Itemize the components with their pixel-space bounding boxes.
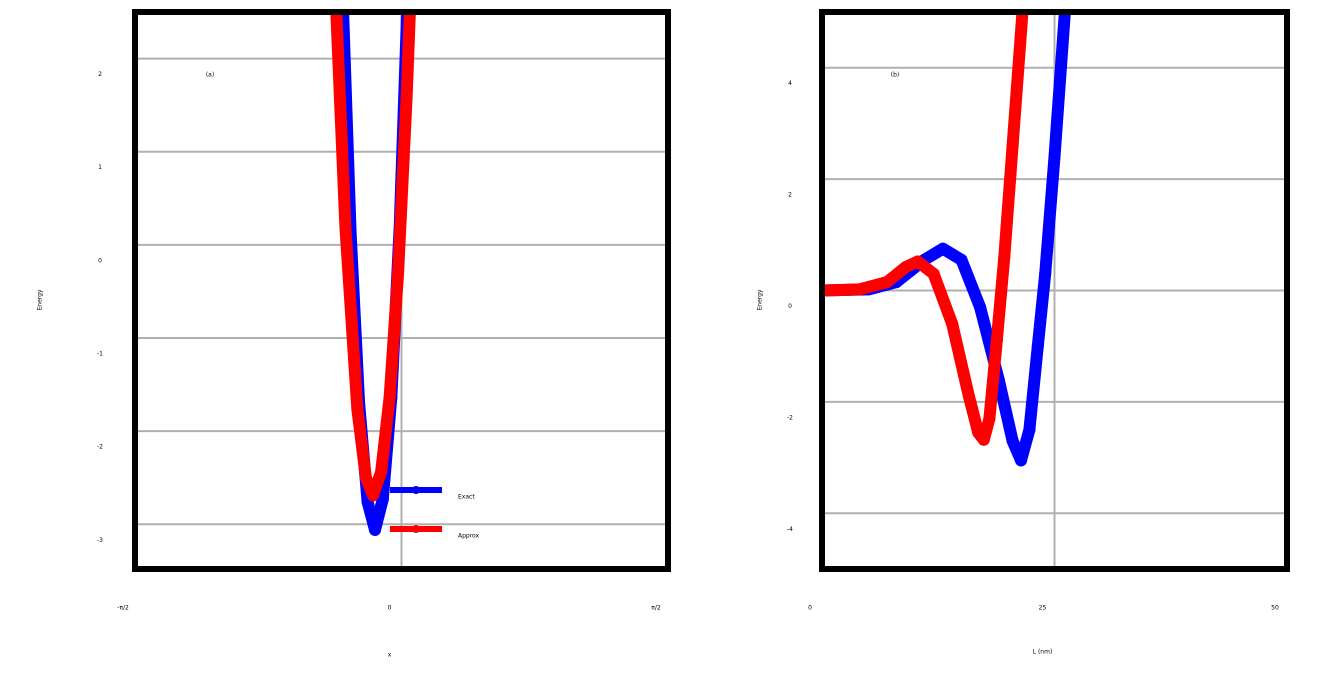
y-tick-label: -4	[787, 526, 793, 533]
legend-marker	[412, 486, 420, 494]
data-point	[1031, 340, 1044, 353]
data-point	[1039, 267, 1052, 280]
y-tick-label: 0	[788, 303, 792, 310]
data-point	[1006, 434, 1019, 447]
y-tick-label: -2	[787, 414, 793, 421]
data-point	[927, 267, 940, 280]
x-axis-label: x	[388, 652, 392, 659]
data-point	[1015, 454, 1028, 467]
x-tick-label: 50	[1271, 605, 1279, 612]
data-point	[998, 251, 1011, 264]
panel-title: (b)	[891, 72, 900, 79]
data-point	[974, 301, 987, 314]
y-axis-label: Energy	[757, 289, 764, 310]
x-tick-label: -π/2	[117, 605, 129, 612]
data-point	[1048, 150, 1061, 163]
line-series	[822, 12, 1029, 446]
y-tick-label: 4	[788, 80, 792, 87]
data-point	[1023, 423, 1036, 436]
data-point	[962, 390, 975, 403]
data-point	[881, 276, 894, 289]
data-point	[955, 253, 968, 266]
data-point	[853, 283, 866, 296]
data-point	[376, 493, 389, 506]
legend-label: Approx	[458, 533, 480, 540]
data-point	[351, 403, 364, 416]
panel-title: (a)	[206, 72, 214, 79]
plot-area	[330, 12, 416, 536]
data-point	[983, 412, 996, 425]
data-point	[1060, 0, 1072, 7]
data-point	[359, 471, 372, 484]
legend-marker	[412, 525, 420, 533]
data-point	[990, 334, 1003, 347]
data-point	[366, 489, 379, 502]
data-point	[400, 91, 413, 104]
y-tick-label: 2	[98, 71, 102, 78]
data-point	[977, 433, 990, 446]
y-tick-label: 0	[98, 257, 102, 264]
data-point	[899, 261, 912, 274]
data-point	[392, 266, 405, 279]
line-series	[822, 12, 1071, 467]
axes-frame	[132, 9, 671, 572]
data-point	[369, 523, 382, 536]
data-point	[383, 391, 396, 404]
y-axis-label: Energy	[37, 289, 44, 310]
y-tick-label: 2	[788, 192, 792, 199]
x-axis-label: L (nm)	[1033, 649, 1053, 656]
data-point	[375, 466, 388, 479]
x-tick-label: 25	[1039, 605, 1047, 612]
y-tick-label: -2	[97, 444, 103, 451]
data-point	[911, 255, 924, 268]
data-point	[946, 317, 959, 330]
y-tick-label: -3	[97, 537, 103, 544]
x-tick-label: π/2	[651, 605, 661, 612]
y-tick-label: 1	[98, 164, 102, 171]
plot-area	[822, 0, 1072, 467]
data-point	[936, 242, 949, 255]
data-point	[1006, 139, 1019, 152]
x-tick-label: 0	[808, 605, 812, 612]
data-point	[339, 223, 352, 236]
y-tick-label: -1	[97, 351, 103, 358]
legend-label: Exact	[458, 494, 475, 501]
line-series	[330, 12, 416, 502]
axes-frame	[819, 9, 1290, 572]
x-tick-label: 0	[388, 605, 392, 612]
